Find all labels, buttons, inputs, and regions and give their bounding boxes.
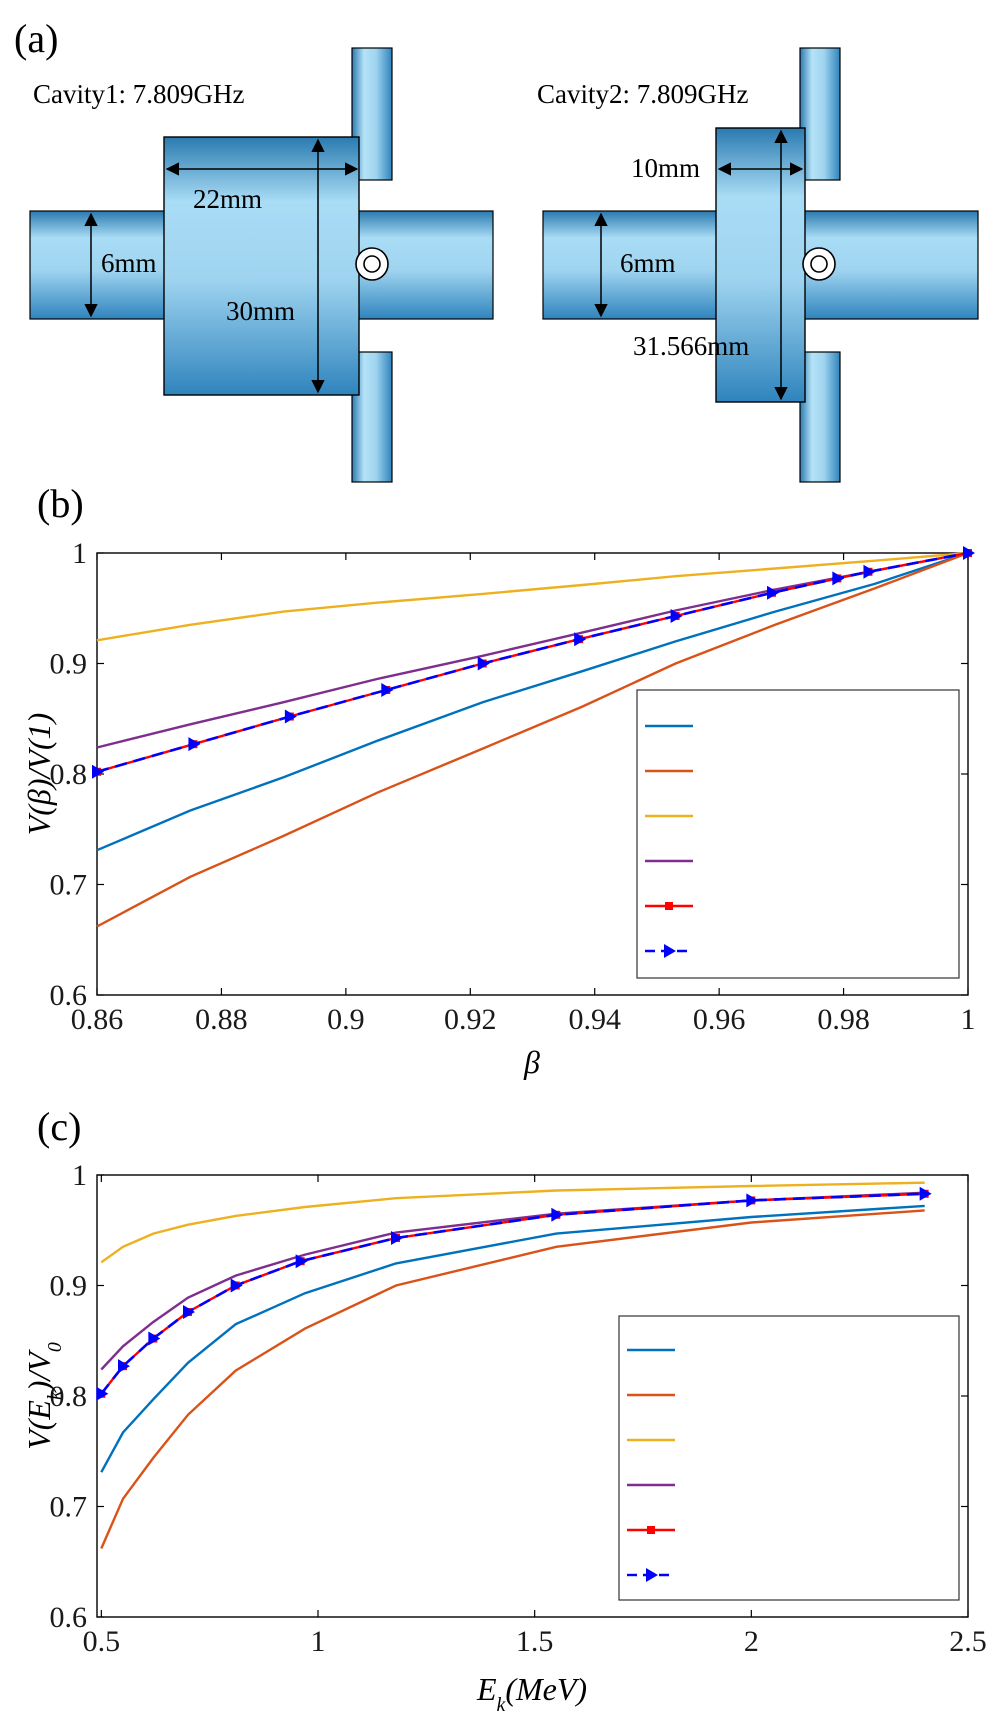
series-line-3: [101, 1183, 924, 1263]
x-tick-label: 0.98: [817, 1003, 870, 1036]
series-point-triangle: [92, 765, 104, 779]
cavity2-port-icon: [803, 248, 835, 280]
series-point-triangle: [963, 546, 975, 560]
legend: V(Ek)V0(Cavity1, 3ps)V(Ek)V0(Cavity1, 6p…: [619, 1316, 1005, 1600]
series-point-triangle: [285, 710, 297, 724]
series-point-triangle: [183, 1305, 195, 1319]
chart-c-x-axis-label: Ek(MeV): [476, 1671, 587, 1716]
cavity2-drawing: Cavity2: 7.809GHz 10mm 31.566mm 6mm: [537, 48, 978, 482]
y-tick-label: 0.6: [50, 1601, 88, 1634]
chart-b-y-axis-label: V(β)/V(1): [21, 713, 57, 836]
cavity2-title: Cavity2: 7.809GHz: [537, 79, 748, 109]
cavity2-height-label: 31.566mm: [633, 331, 749, 361]
series-point-triangle: [381, 683, 393, 697]
y-tick-label: 1: [72, 1159, 87, 1192]
cavity2-upper-coupler: [800, 48, 840, 180]
y-tick-label: 0.9: [50, 648, 88, 681]
panel-a: (a) Cavity1: 7.809GHz 22mm 30mm 6mm Cavi…: [14, 16, 978, 482]
series-point-triangle: [746, 1193, 758, 1207]
panel-a-label: (a): [14, 16, 58, 61]
panel-c-label: (c): [37, 1104, 81, 1149]
series-point-triangle: [832, 571, 844, 585]
series-line-3: [97, 553, 968, 640]
y-tick-label: 1: [72, 537, 87, 570]
cavity2-width-label: 10mm: [631, 153, 700, 183]
cavity2-lower-coupler: [800, 352, 840, 482]
cavity2-pipe-label: 6mm: [620, 248, 676, 278]
x-tick-label: 0.92: [444, 1003, 497, 1036]
legend-box: [637, 690, 959, 978]
x-tick-label: 1: [961, 1003, 976, 1036]
y-tick-label: 0.6: [50, 979, 88, 1012]
y-tick-label: 0.9: [50, 1270, 88, 1303]
x-tick-label: 0.9: [327, 1003, 365, 1036]
series-point-triangle: [188, 737, 200, 751]
cavity1-title: Cavity1: 7.809GHz: [33, 79, 244, 109]
series-point-triangle: [920, 1187, 932, 1201]
cavity1-body: [164, 137, 359, 395]
x-tick-label: 1.5: [516, 1625, 554, 1658]
legend-marker-square: [647, 1526, 655, 1534]
series-point-triangle: [231, 1279, 243, 1293]
x-tick-label: 0.94: [568, 1003, 621, 1036]
x-tick-label: 2: [744, 1625, 759, 1658]
cavity1-pipe-label: 6mm: [101, 248, 157, 278]
legend-box: [619, 1316, 959, 1600]
cavity1-width-label: 22mm: [193, 184, 262, 214]
series-point-triangle: [478, 657, 490, 671]
panel-b-label: (b): [37, 481, 84, 526]
cavity1-height-label: 30mm: [226, 296, 295, 326]
legend-marker-square: [665, 902, 673, 910]
x-tick-label: 1: [311, 1625, 326, 1658]
series-point-triangle: [551, 1208, 563, 1222]
chart-c: 0.511.522.50.60.70.80.91V(Ek)V0(Cavity1,…: [50, 1159, 1005, 1658]
x-tick-label: 0.88: [195, 1003, 248, 1036]
series-point-triangle: [863, 565, 875, 579]
cavity1-port-icon: [356, 248, 388, 280]
chart-b-x-axis-label: β: [523, 1044, 540, 1080]
chart-c-y-axis-label: V(Ek)/V0: [21, 1342, 66, 1450]
cavity1-drawing: Cavity1: 7.809GHz 22mm 30mm 6mm: [30, 48, 493, 482]
y-tick-label: 0.7: [50, 1491, 88, 1524]
x-tick-label: 0.5: [83, 1625, 121, 1658]
legend: V(β)V(1)(Cavity1, 3ps)V(β)V(1)(Cavity1, …: [637, 690, 1005, 978]
x-tick-label: 0.96: [693, 1003, 746, 1036]
x-tick-label: 2.5: [949, 1625, 987, 1658]
y-tick-label: 0.7: [50, 869, 88, 902]
